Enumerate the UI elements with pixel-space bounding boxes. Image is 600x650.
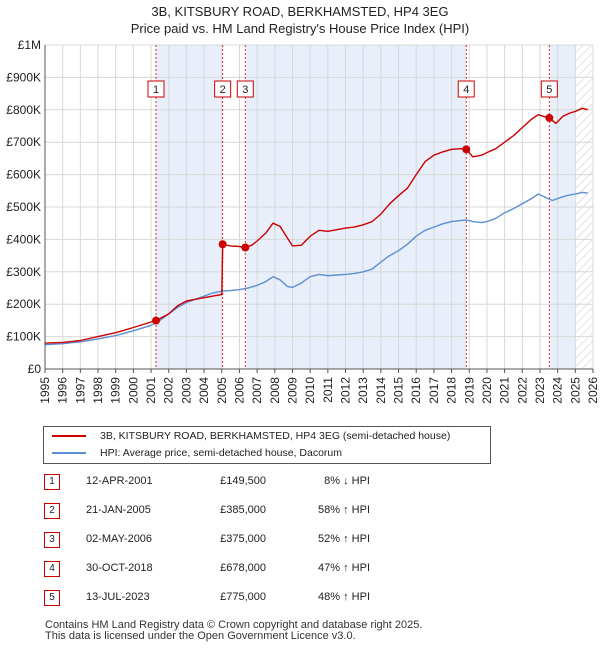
x-tick-label: 1995 [38,377,52,404]
sale-date: 12-APR-2001 [86,475,153,487]
y-tick-label: £400K [6,232,41,246]
sale-price: £375,000 [220,533,266,545]
sale-price: £385,000 [220,504,266,516]
legend-swatch-property [52,435,86,437]
sale-marker-label: 3 [242,84,248,96]
x-tick-label: 2024 [551,377,565,404]
sale-hpi-change: 48% ↑ HPI [318,591,370,603]
footer-licence: This data is licensed under the Open Gov… [45,630,356,642]
x-tick-label: 2014 [374,377,388,404]
x-tick-label: 2001 [144,377,158,404]
sale-hpi-change: 8% ↓ HPI [324,475,370,487]
x-tick-label: 2004 [197,377,211,404]
x-tick-label: 2021 [498,377,512,404]
x-tick-label: 2015 [392,377,406,404]
chart-legend: 3B, KITSBURY ROAD, BERKHAMSTED, HP4 3EG … [43,426,491,464]
x-tick-label: 2026 [586,377,600,404]
sale-date: 02-MAY-2006 [86,533,153,545]
x-tick-label: 2008 [268,377,282,404]
sale-price: £149,500 [220,475,266,487]
x-tick-label: 1999 [109,377,123,404]
price-chart: £0 £100K £200K £300K £400K £500K £600K £700K £80… [6,38,600,404]
x-tick-label: 2019 [462,377,476,404]
x-tick-label: 2000 [126,377,140,404]
y-tick-label: £200K [6,297,41,311]
footer-attribution: Contains HM Land Registry data © Crown c… [45,620,422,642]
x-tick-label: 2006 [232,377,246,404]
legend-label-property: 3B, KITSBURY ROAD, BERKHAMSTED, HP4 3EG … [100,430,451,442]
y-tick-label: £600K [6,168,41,182]
x-tick-label: 2003 [179,377,193,404]
sale-marker-box [457,80,475,98]
x-tick-label: 2023 [533,377,547,404]
sale-point [462,145,471,154]
sale-marker-label: 4 [463,84,469,96]
sale-marker-box [147,80,165,98]
sale-date: 30-OCT-2018 [86,562,153,574]
table-row: 4 30-OCT-2018 £678,000 47% ↑ HPI [0,555,600,581]
x-tick-label: 1997 [73,377,87,404]
sale-marker-label: 5 [546,84,552,96]
x-tick-label: 2010 [303,377,317,404]
x-tick-label: 2022 [515,377,529,404]
chart-title: 3B, KITSBURY ROAD, BERKHAMSTED, HP4 3EG [151,4,449,19]
y-tick-label: £1M [18,38,41,52]
sale-price: £678,000 [220,562,266,574]
sale-marker-label: 1 [153,84,159,96]
sale-price: £775,000 [220,591,266,603]
sale-number-badge: 4 [44,561,60,577]
y-tick-label: £500K [6,200,41,214]
chart-subtitle: Price paid vs. HM Land Registry's House … [130,21,470,36]
x-tick-label: 2007 [250,377,264,404]
x-tick-label: 2020 [480,377,494,404]
sale-number-badge: 1 [44,474,60,490]
sale-number-badge: 3 [44,532,60,548]
x-tick-label: 2017 [427,377,441,404]
sale-marker-label: 2 [220,84,226,96]
y-tick-label: £100K [6,330,41,344]
x-tick-label: 1996 [56,377,70,404]
y-tick-label: £900K [6,70,41,84]
table-row: 2 21-JAN-2005 £385,000 58% ↑ HPI [0,497,600,523]
series-line-property [44,107,588,344]
legend-swatch-hpi [52,452,86,454]
table-row: 5 13-JUL-2023 £775,000 48% ↑ HPI [0,584,600,610]
y-tick-label: £800K [6,103,41,117]
y-tick-label: £0 [28,362,42,376]
x-tick-label: 2018 [445,377,459,404]
x-tick-label: 2025 [568,377,582,404]
y-tick-label: £300K [6,265,41,279]
x-tick-label: 2013 [356,377,370,404]
x-tick-label: 2005 [215,377,229,404]
series-line-hpi [44,191,588,346]
sale-hpi-change: 58% ↑ HPI [318,504,370,516]
sale-hpi-change: 52% ↑ HPI [318,533,370,545]
x-tick-label: 2012 [339,377,353,404]
sale-hpi-change: 47% ↑ HPI [318,562,370,574]
sale-point [152,316,161,325]
footer-copyright: Contains HM Land Registry data © Crown c… [45,619,423,631]
x-tick-label: 2011 [321,377,335,403]
x-tick-label: 2016 [409,377,423,404]
sale-number-badge: 5 [44,590,60,606]
sale-point [241,243,250,252]
sale-number-badge: 2 [44,503,60,519]
legend-label-hpi: HPI: Average price, semi-detached house,… [100,447,343,459]
x-tick-label: 1998 [91,377,105,404]
x-tick-label: 2002 [162,377,176,404]
sale-marker-box [214,80,232,98]
x-tick-label: 2009 [285,377,299,404]
sale-point [218,240,227,249]
y-tick-label: £700K [6,135,41,149]
sale-marker-box [540,80,558,98]
sale-point [545,113,554,122]
sale-date: 21-JAN-2005 [86,504,151,516]
table-row: 3 02-MAY-2006 £375,000 52% ↑ HPI [0,526,600,552]
sale-date: 13-JUL-2023 [86,591,150,603]
table-row: 1 12-APR-2001 £149,500 8% ↓ HPI [0,468,600,494]
sale-marker-box [236,80,254,98]
